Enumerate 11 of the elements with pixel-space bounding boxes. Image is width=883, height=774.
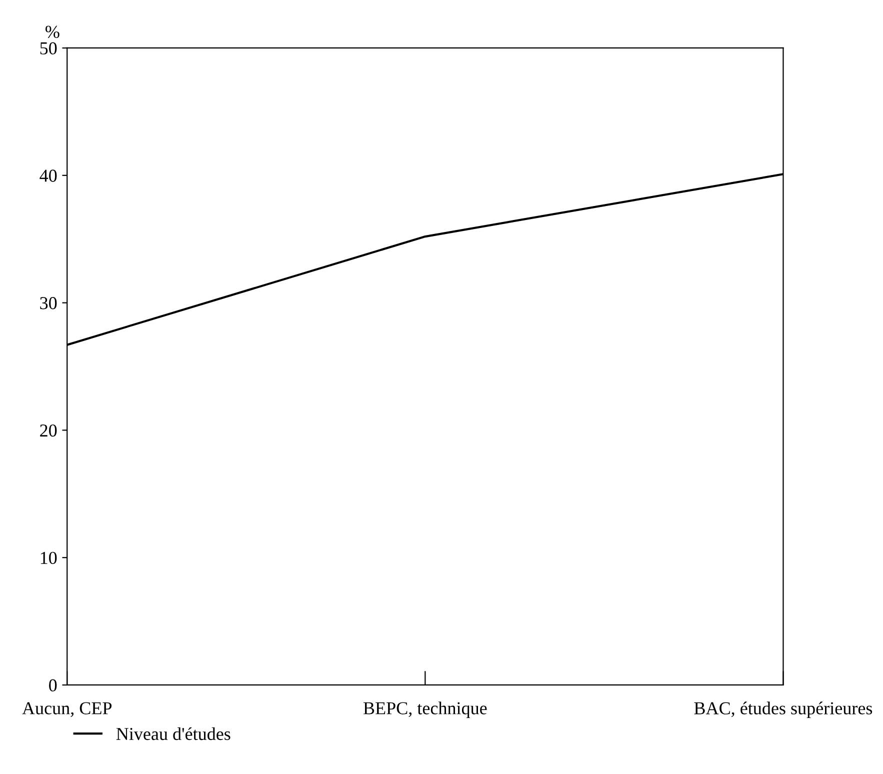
y-tick-label: 20: [40, 424, 57, 437]
y-tick-label: 50: [40, 42, 57, 54]
y-axis-title: %: [46, 26, 60, 38]
legend-label: Niveau d'études: [116, 727, 230, 740]
x-tick-label: Aucun, CEP: [22, 702, 112, 717]
x-tick-label: BAC, études supérieures: [694, 702, 872, 718]
y-tick-label: 30: [40, 297, 57, 310]
y-tick-label: 40: [40, 170, 57, 182]
y-tick-label: 10: [40, 552, 57, 564]
y-tick-label: 0: [49, 679, 57, 692]
x-tick-label: BEPC, technique: [364, 702, 487, 718]
